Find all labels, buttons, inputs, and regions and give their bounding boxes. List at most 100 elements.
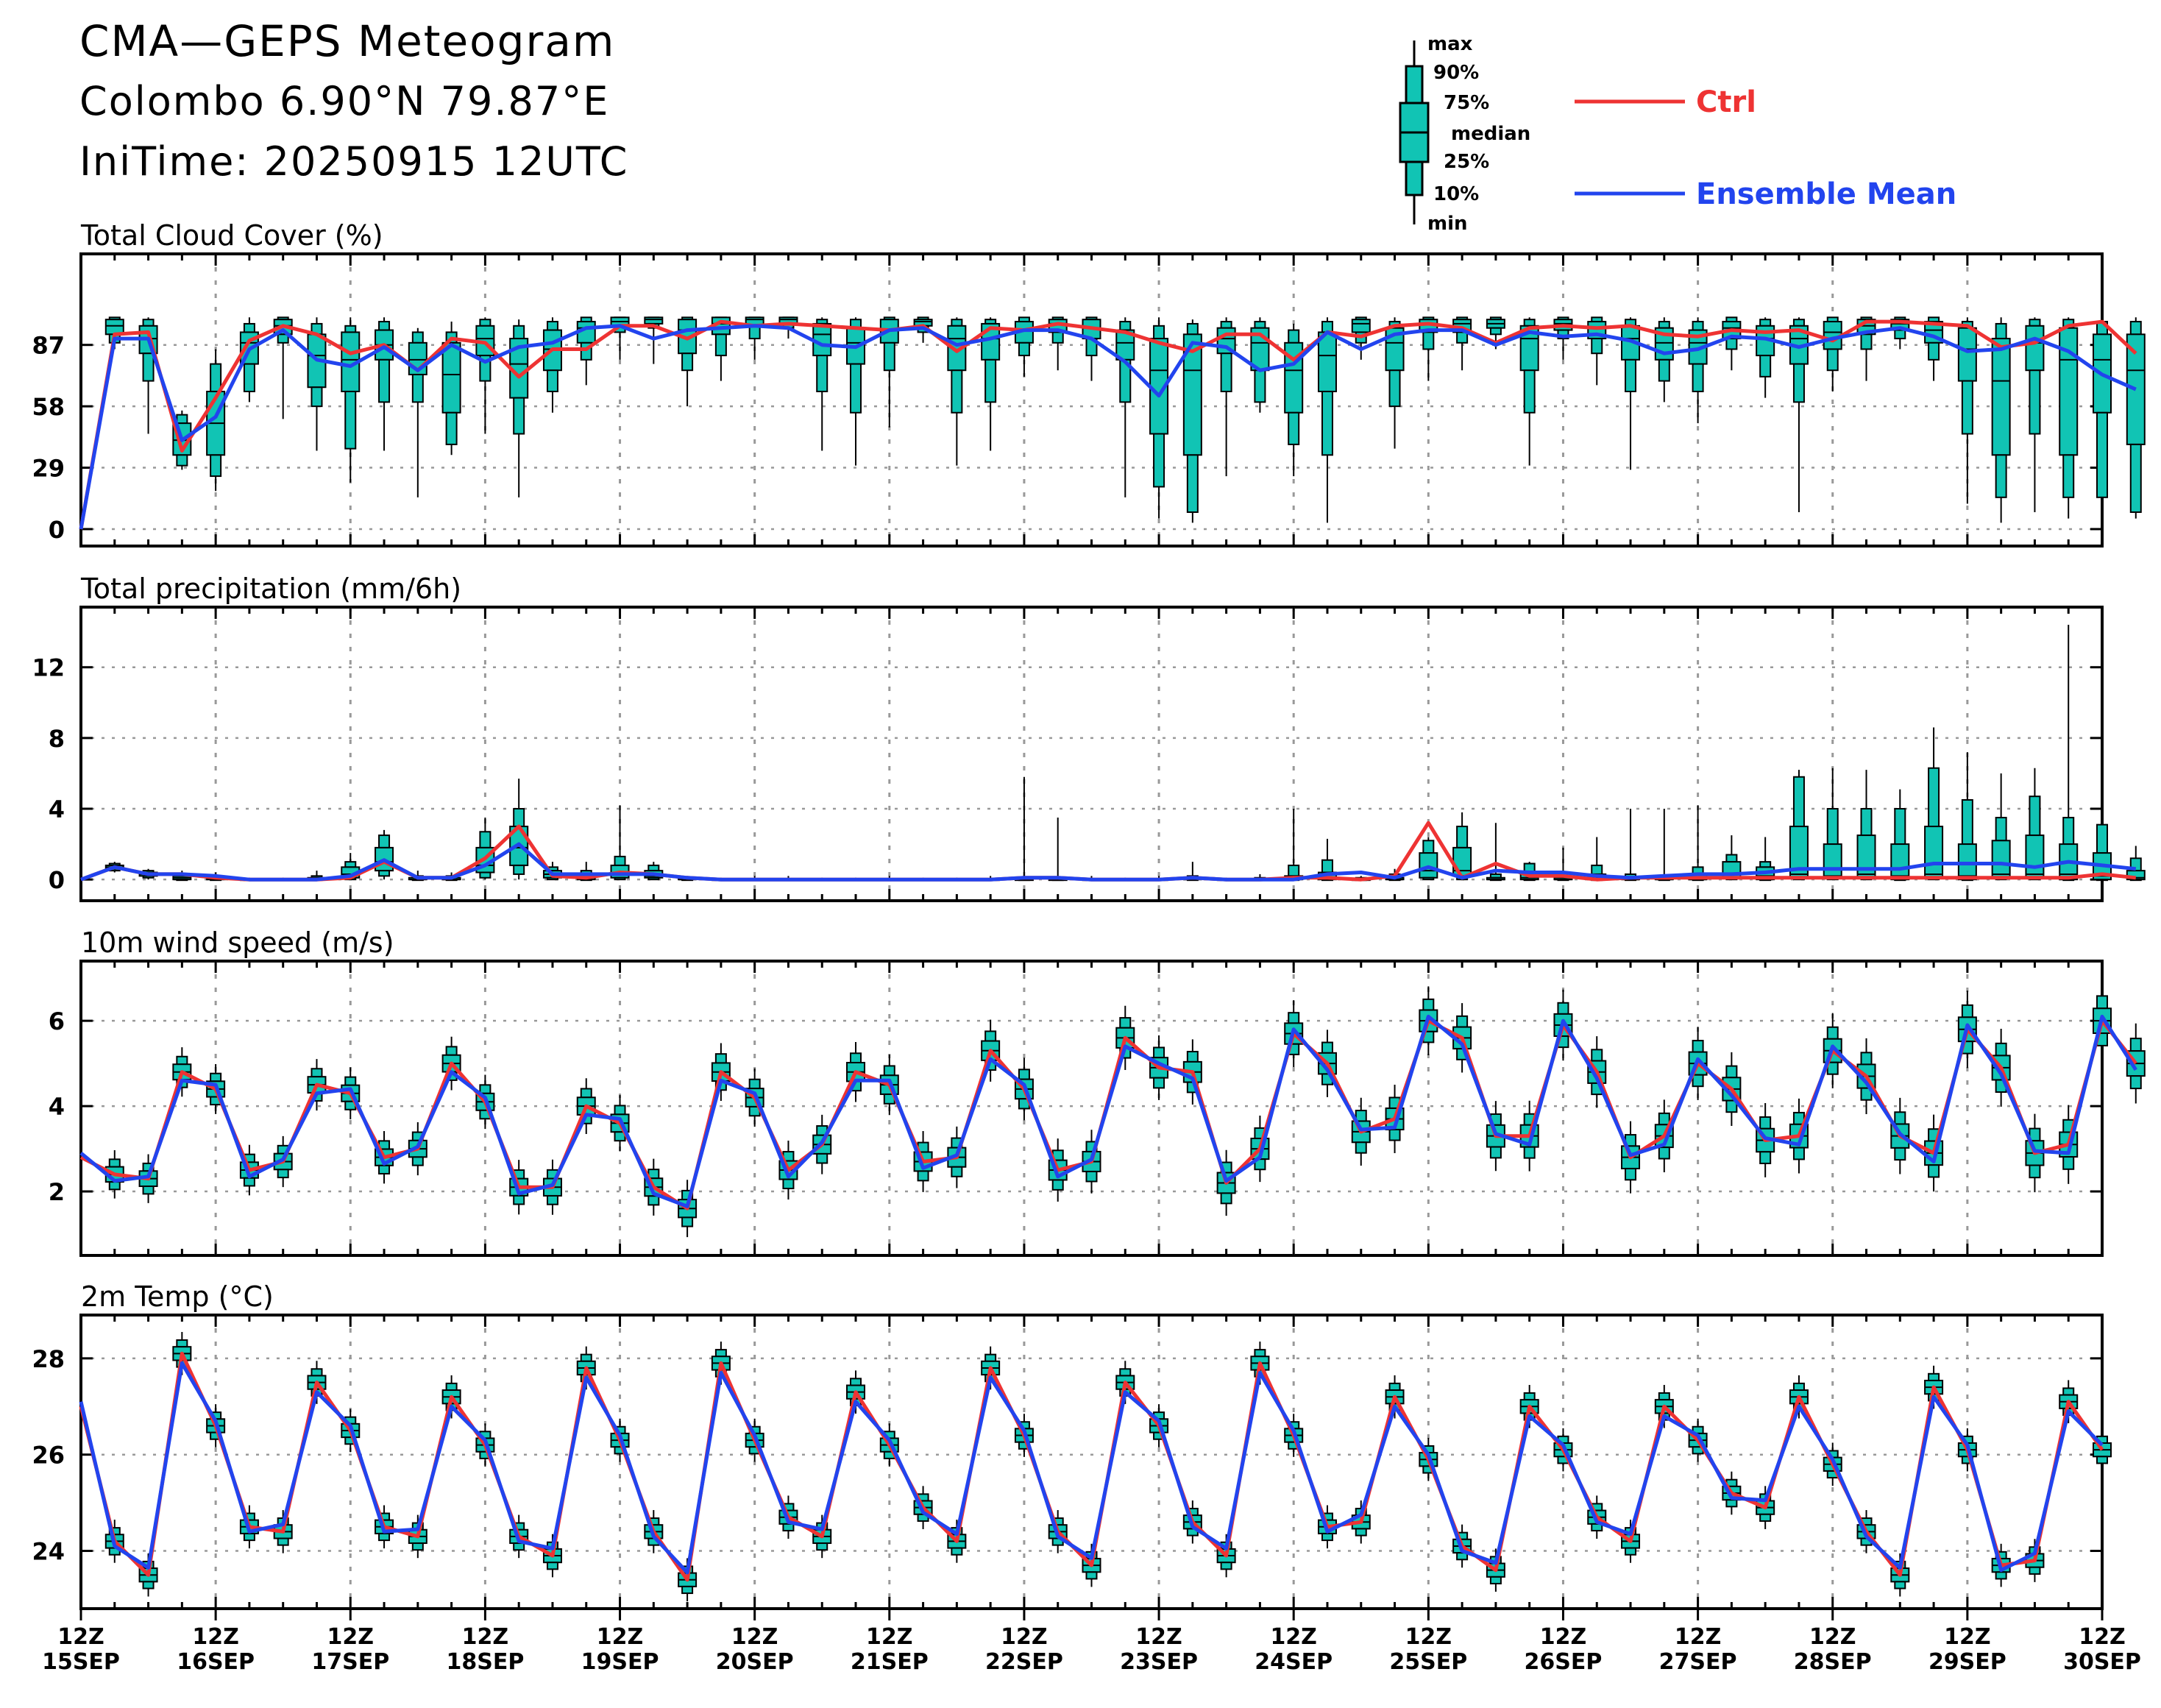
box-p75-p90 [1153,325,1165,340]
box-p75-p90 [1860,808,1873,837]
legend: max 90% 75% median 25% 10% min Ctrl Ense… [1399,33,1956,235]
panel-title-cloud-cover: Total Cloud Cover (%) [80,219,383,252]
box-p75-p90 [445,1046,458,1056]
xaxis-label-time: 12Z [462,1624,509,1650]
box-p10-p25 [1792,363,1805,403]
box-iqr [441,341,461,414]
box-p75-p90 [1860,1052,1873,1066]
box-precipitation-61 [2126,846,2146,882]
box-p75-p90 [984,1030,997,1042]
mean-line-temperature [79,1361,2104,1575]
box-p10-p25 [1523,369,1536,414]
box-p75-p90 [1894,1111,1906,1125]
box-iqr [1991,840,2011,879]
box-p75-p90 [1321,859,1333,874]
box-precipitation-56 [1957,752,1977,882]
box-precipitation-36 [1284,809,1304,882]
box-p75-p90 [714,1053,727,1064]
panel-cloud-cover: Total Cloud Cover (%) 0 29 58 87 [32,219,2146,548]
box-p75-p90 [378,321,391,331]
box-iqr [2025,325,2045,372]
box-p10-p25 [1220,1192,1232,1205]
box-precipitation-12 [475,818,495,880]
station-location: Colombo 6.90°N 79.87°E [79,78,610,124]
box-wind-speed-6 [273,1135,293,1188]
box-p75-p90 [1894,808,1906,846]
xaxis-label-time: 12Z [1405,1624,1452,1650]
legend-p75-label: 75% [1444,92,1489,114]
box-p10-p25 [1625,1547,1637,1556]
box-p10-p25 [1456,331,1469,344]
box-cloud-cover-41 [1452,316,1472,371]
xaxis-label-date: 20SEP [716,1649,794,1675]
box-p75-p90 [1995,817,2007,842]
panel-title-wind-speed: 10m wind speed (m/s) [81,926,394,959]
box-p10-p25 [411,373,424,403]
box-p10-p25 [1860,1087,1873,1101]
box-p75-p90 [513,808,525,828]
box-p10-p25 [277,1169,289,1179]
box-cloud-cover-49 [1722,316,1742,371]
box-p10-p25 [1658,1147,1670,1160]
legend-mean-label: Ensemble Mean [1696,177,1956,211]
box-p10-p25 [1489,1146,1502,1159]
box-p10-p25 [277,333,289,344]
box-p75-p90 [1288,329,1300,344]
box-p75-p90 [1119,1017,1132,1029]
box-p10-p25 [277,1537,289,1546]
box-p10-p25 [2129,1075,2142,1090]
box-p10-p25 [951,1166,963,1177]
box-precipitation-46 [1621,809,1641,882]
box-p10-p25 [1860,333,1873,350]
box-p10-p25 [2096,879,2108,882]
box-p10-p25 [1085,1571,1098,1580]
xaxis-label-time: 12Z [1270,1624,1317,1650]
box-cloud-cover-26 [947,317,967,466]
box-p10-p25 [546,1194,558,1205]
box-p75-p90 [2096,823,2108,854]
panel-title-temperature: 2m Temp (°C) [81,1280,274,1313]
box-cloud-cover-44 [1553,316,1573,360]
box-p75-p90 [1288,864,1300,877]
box-p10-p25 [1894,329,1906,340]
legend-p25-label: 25% [1444,151,1489,173]
box-p75-p90 [614,1105,626,1116]
box-precipitation-48 [1688,805,1708,882]
box-p10-p25 [210,454,222,478]
box-p10-p25 [2129,879,2142,882]
box-cloud-cover-36 [1284,323,1304,477]
box-iqr [1856,834,1876,879]
box-p75-p90 [479,831,492,848]
box-p10-p25 [1153,1077,1165,1089]
box-p10-p25 [1894,1581,1906,1590]
box-p75-p90 [210,363,222,392]
xaxis-label-time: 12Z [192,1624,239,1650]
box-p10-p25 [1355,1141,1367,1154]
box-precipitation-51 [1789,770,1809,881]
legend-p90-box [1405,65,1424,104]
box-p10-p25 [1321,390,1333,456]
box-p75-p90 [647,864,660,872]
box-p75-p90 [1928,1372,1940,1381]
box-p75-p90 [1388,1382,1401,1392]
box-iqr [1452,846,1472,877]
box-cloud-cover-23 [846,317,866,466]
box-p75-p90 [614,855,626,866]
box-cloud-cover-11 [441,322,461,456]
box-p75-p90 [2129,1038,2142,1052]
box-p10-p25 [1961,879,1973,882]
box-cloud-cover-12 [475,317,495,434]
box-temperature-60 [2093,1428,2112,1472]
box-p10-p25 [647,1195,660,1206]
box-p10-p25 [917,1170,929,1182]
box-p75-p90 [2029,319,2041,327]
xaxis-label-date: 28SEP [1794,1649,1872,1675]
box-p10-p25 [2062,1156,2075,1170]
box-p10-p25 [1220,352,1232,392]
box-p10-p25 [1725,338,1738,350]
xaxis-label-time: 12Z [327,1624,375,1650]
box-precipitation-58 [2025,768,2045,881]
box-p10-p25 [176,454,188,467]
ytick-label: 0 [49,866,65,894]
box-p75-p90 [1591,864,1603,875]
